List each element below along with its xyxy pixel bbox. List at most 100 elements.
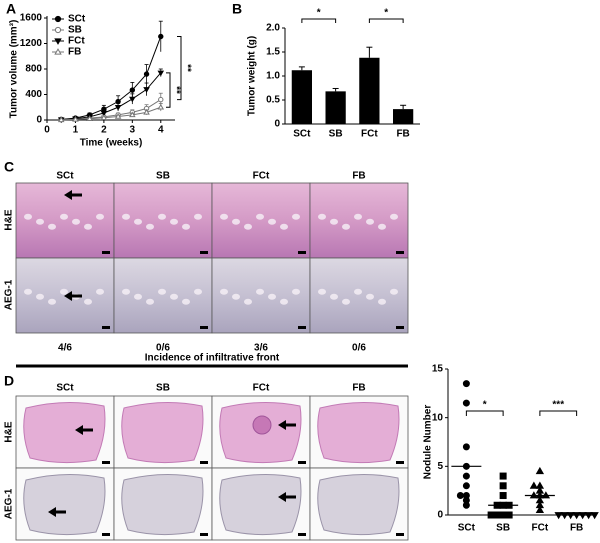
tissue bbox=[390, 288, 398, 295]
scale-bar bbox=[102, 326, 110, 329]
significance-label: ** bbox=[170, 86, 181, 94]
significance-label: *** bbox=[552, 400, 564, 411]
panel-label: A bbox=[6, 1, 16, 17]
significance-bracket bbox=[301, 18, 337, 23]
tissue bbox=[268, 293, 276, 300]
significance-label: ** bbox=[181, 64, 192, 72]
series-line bbox=[61, 72, 162, 121]
marker bbox=[57, 116, 65, 123]
panel-label: B bbox=[232, 1, 242, 17]
tissue bbox=[232, 218, 240, 225]
legend-marker bbox=[54, 15, 62, 23]
micrograph bbox=[15, 182, 115, 259]
tissue bbox=[378, 298, 386, 305]
marker bbox=[462, 399, 470, 407]
tissue bbox=[268, 218, 276, 225]
y-tick-label: 0 bbox=[437, 510, 443, 521]
x-tick-label: SB bbox=[496, 523, 510, 534]
significance-bracket bbox=[166, 72, 171, 108]
row-label: AEG-1 bbox=[4, 488, 15, 519]
x-tick-label: FCt bbox=[532, 523, 549, 534]
legend-label: FCt bbox=[68, 36, 85, 47]
marker bbox=[462, 472, 470, 480]
incidence-value: 0/6 bbox=[156, 343, 170, 354]
marker bbox=[499, 472, 507, 480]
tissue bbox=[121, 473, 204, 536]
marker bbox=[493, 511, 501, 519]
legend-marker bbox=[54, 48, 62, 55]
tissue bbox=[220, 288, 228, 295]
tissue bbox=[170, 218, 178, 225]
tissue bbox=[48, 223, 56, 230]
tissue bbox=[317, 473, 400, 536]
series-line bbox=[61, 106, 161, 121]
y-tick-label: 1200 bbox=[20, 38, 43, 49]
tissue bbox=[366, 218, 374, 225]
micrograph bbox=[309, 257, 409, 334]
tissue bbox=[146, 223, 154, 230]
marker bbox=[529, 481, 539, 489]
micrograph bbox=[211, 182, 311, 259]
column-label: SCt bbox=[56, 171, 74, 182]
tissue bbox=[390, 213, 398, 220]
tissue bbox=[72, 218, 80, 225]
tissue bbox=[292, 213, 300, 220]
significance-label: * bbox=[483, 400, 487, 411]
marker bbox=[554, 512, 563, 520]
significance-bracket bbox=[465, 410, 504, 416]
tissue bbox=[170, 293, 178, 300]
tissue bbox=[24, 288, 32, 295]
marker bbox=[499, 492, 507, 500]
marker bbox=[157, 103, 165, 110]
tissue bbox=[330, 218, 338, 225]
scale-bar bbox=[396, 533, 404, 536]
marker bbox=[100, 110, 108, 117]
x-tick-label: 0 bbox=[44, 125, 50, 136]
scale-bar bbox=[102, 461, 110, 464]
panel-label: D bbox=[4, 373, 14, 389]
tissue bbox=[84, 223, 92, 230]
marker bbox=[499, 511, 507, 519]
bar bbox=[325, 91, 346, 124]
y-tick-label: 15 bbox=[432, 364, 444, 375]
marker bbox=[535, 466, 545, 475]
scale-bar bbox=[200, 326, 208, 329]
tissue bbox=[318, 213, 326, 220]
tissue bbox=[158, 213, 166, 220]
tissue bbox=[256, 288, 264, 295]
tissue bbox=[146, 298, 154, 305]
y-axis-label: Tumor weight (g) bbox=[247, 36, 258, 116]
tissue bbox=[122, 288, 130, 295]
incidence-value: 4/6 bbox=[58, 343, 72, 354]
scale-bar bbox=[102, 533, 110, 536]
tissue bbox=[342, 223, 350, 230]
bar bbox=[291, 70, 312, 124]
bar bbox=[359, 57, 380, 125]
significance-bracket bbox=[539, 410, 578, 416]
marker bbox=[590, 512, 599, 520]
nodule bbox=[252, 415, 272, 435]
legend-label: SB bbox=[68, 25, 82, 36]
scale-bar bbox=[298, 461, 306, 464]
incidence-value: 3/6 bbox=[254, 343, 268, 354]
column-label: FB bbox=[352, 171, 365, 182]
tissue bbox=[60, 288, 68, 295]
tissue bbox=[23, 401, 106, 464]
column-label: SCt bbox=[56, 383, 74, 394]
y-tick-label: 1.5 bbox=[266, 47, 280, 58]
tissue bbox=[280, 298, 288, 305]
tissue bbox=[244, 223, 252, 230]
significance-label: * bbox=[317, 8, 321, 19]
tissue bbox=[292, 288, 300, 295]
micrograph bbox=[113, 182, 213, 259]
x-axis-label: Time (weeks) bbox=[80, 138, 143, 149]
scale-bar bbox=[298, 326, 306, 329]
micrograph bbox=[113, 257, 213, 334]
tissue bbox=[280, 223, 288, 230]
column-label: FB bbox=[352, 383, 365, 394]
legend-label: SCt bbox=[68, 14, 86, 25]
tissue bbox=[354, 213, 362, 220]
scale-bar bbox=[396, 251, 404, 254]
arrow-head bbox=[48, 507, 56, 517]
column-label: SB bbox=[156, 171, 170, 182]
